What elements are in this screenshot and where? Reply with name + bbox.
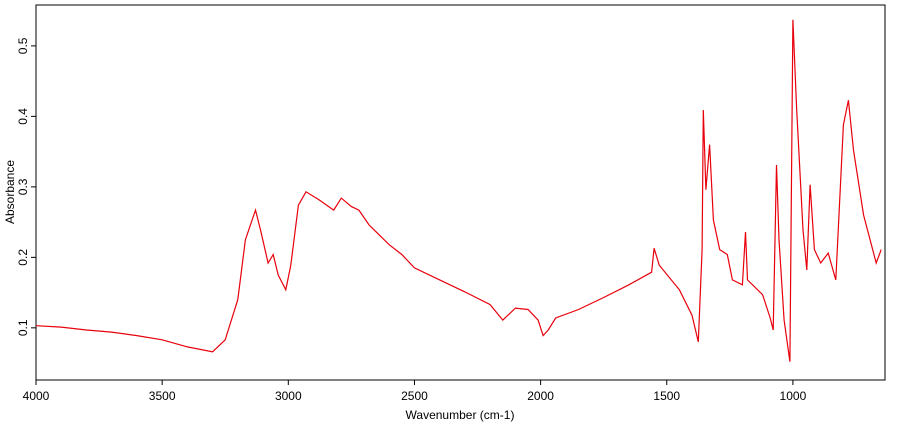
y-axis-label: Absorbance [3,160,17,224]
x-tick-label: 2000 [527,389,554,403]
plot-frame [35,4,886,381]
y-tick-label: 0.1 [16,319,30,336]
spectrum-line [35,19,882,362]
y-tick-label: 0.2 [16,249,30,266]
x-tick-label: 1000 [780,389,807,403]
x-tick-label: 3000 [275,389,302,403]
y-tick-label: 0.3 [16,178,30,195]
x-axis-label: Wavenumber (cm-1) [406,408,515,422]
y-tick-label: 0.4 [16,108,30,125]
x-tick-label: 1500 [653,389,680,403]
x-tick-label: 4000 [23,389,50,403]
y-tick-label: 0.5 [16,37,30,54]
x-tick-label: 3500 [149,389,176,403]
x-tick-label: 2500 [401,389,428,403]
